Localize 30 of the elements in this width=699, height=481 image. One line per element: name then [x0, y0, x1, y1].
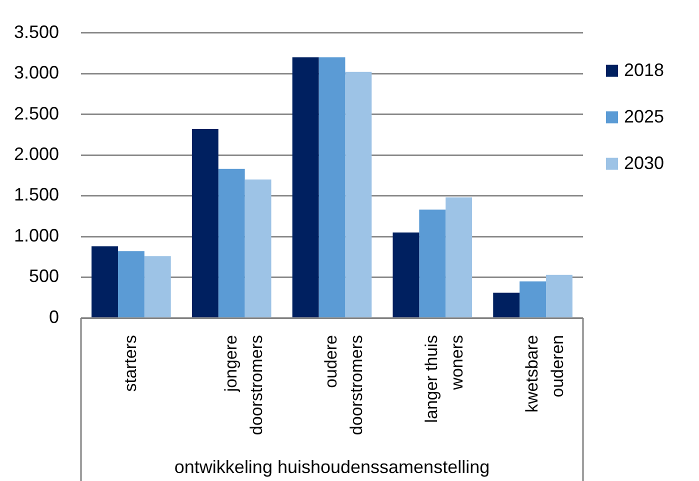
bar [493, 292, 520, 318]
x-tick-label: kwetsbare ouderen [522, 335, 567, 412]
bar [392, 232, 420, 318]
bar [419, 210, 446, 318]
y-tick-label: 500 [28, 266, 59, 286]
x-tick-label: starters [120, 335, 140, 392]
y-tick-label: 1.000 [14, 225, 59, 246]
legend-label: 2025 [624, 106, 664, 126]
y-tick-label: 1.500 [14, 184, 59, 205]
y-tick-label: 3.500 [14, 22, 59, 42]
bar [92, 246, 118, 318]
bar [318, 57, 346, 318]
x-tick-label: langer thuis woners [422, 335, 467, 423]
legend-label: 2018 [624, 60, 664, 80]
bar [520, 281, 546, 318]
bar [144, 256, 171, 318]
bar [118, 251, 144, 318]
bar [345, 72, 372, 318]
bar [192, 128, 218, 318]
y-tick-label: 3.000 [14, 62, 59, 83]
bar [446, 197, 472, 318]
x-axis-title: ontwikkeling huishoudenssamenstelling [174, 457, 490, 478]
bar [244, 179, 272, 318]
bar [218, 168, 245, 318]
y-tick-label: 2.500 [14, 103, 59, 124]
bar [292, 57, 319, 318]
y-tick-label: 0 [48, 306, 59, 327]
legend-label: 2030 [624, 152, 664, 173]
y-tick-label: 2.000 [14, 144, 59, 164]
bar [546, 274, 572, 318]
